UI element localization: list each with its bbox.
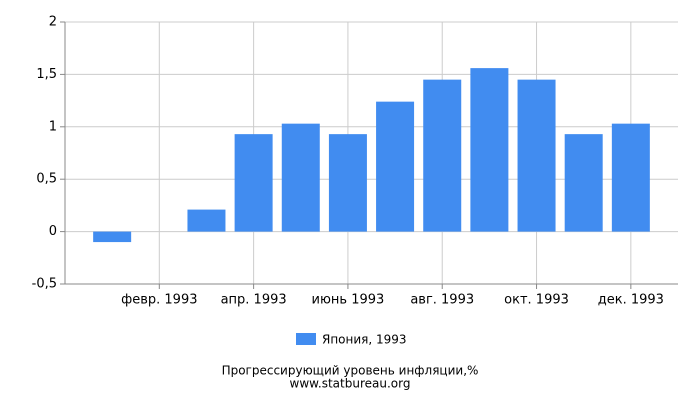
x-tick-label: апр. 1993 (221, 293, 287, 308)
bar (611, 123, 650, 232)
bar (93, 231, 132, 243)
x-tick-label: окт. 1993 (504, 293, 569, 308)
bar (281, 123, 320, 232)
footer-source: www.statbureau.org (290, 377, 411, 391)
y-tick-label: 1 (49, 119, 57, 134)
x-tick-label: июнь 1993 (312, 293, 385, 308)
x-tick-label: дек. 1993 (598, 293, 664, 308)
bar (187, 209, 226, 232)
footer-title: Прогрессирующий уровень инфляции,% (222, 364, 479, 378)
y-tick-label: 1,5 (36, 67, 57, 82)
x-tick-label: февр. 1993 (121, 293, 197, 308)
bar (376, 101, 415, 232)
bar (423, 79, 462, 232)
bar (517, 79, 556, 232)
legend-label: Япония, 1993 (322, 333, 407, 347)
bar (470, 68, 509, 232)
x-tick-label: авг. 1993 (410, 293, 474, 308)
y-tick-label: 0,5 (36, 172, 57, 187)
bar (564, 134, 603, 232)
bar (328, 134, 367, 232)
y-tick-label: 2 (49, 15, 57, 30)
legend-swatch (296, 333, 316, 345)
bar (234, 134, 273, 232)
y-tick-label: -0,5 (32, 277, 57, 292)
y-tick-label: 0 (49, 224, 57, 239)
